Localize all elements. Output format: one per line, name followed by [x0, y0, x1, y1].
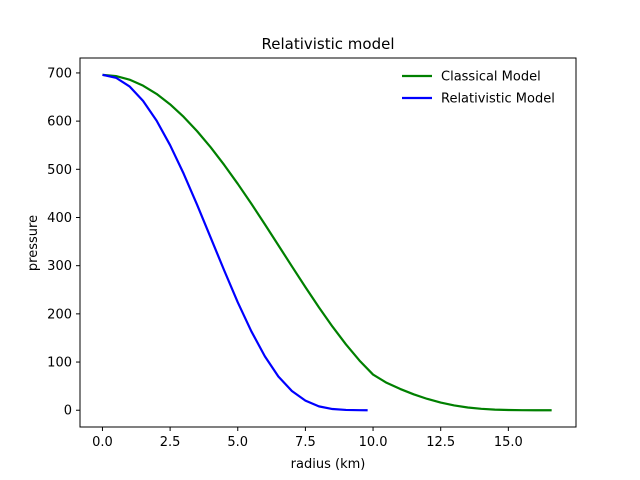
y-tick-label: 100 — [47, 356, 72, 371]
x-axis-label: radius (km) — [291, 457, 366, 472]
x-tick-label: 5.0 — [227, 435, 248, 450]
series-line-1 — [102, 73, 368, 412]
x-tick-label: 0.0 — [92, 435, 113, 450]
series-line-0 — [102, 73, 552, 412]
x-axis: 0.0 2.5 5.0 7.5 10.0 12.5 15.0 — [92, 427, 523, 450]
x-tick-label: 7.5 — [295, 435, 316, 450]
x-tick-label: 2.5 — [160, 435, 181, 450]
x-tick-label: 12.5 — [426, 435, 455, 450]
x-tick-label: 10.0 — [359, 435, 388, 450]
y-tick-label: 600 — [47, 115, 72, 130]
axes-frame — [79, 57, 577, 428]
y-tick-label: 400 — [47, 211, 72, 226]
y-tick-label: 500 — [47, 163, 72, 178]
y-axis: 0 100 200 300 400 500 600 700 — [47, 66, 80, 419]
y-axis-label: pressure — [26, 215, 41, 271]
legend: Classical Model Relativistic Model — [402, 70, 555, 107]
y-tick-label: 300 — [47, 259, 72, 274]
y-tick-label: 0 — [64, 404, 72, 419]
plot-area — [102, 73, 552, 412]
y-tick-label: 700 — [47, 66, 72, 81]
y-tick-label: 200 — [47, 307, 72, 322]
legend-label: Relativistic Model — [441, 92, 555, 107]
x-tick-label: 15.0 — [494, 435, 523, 450]
chart-title: Relativistic model — [261, 35, 394, 53]
legend-label: Classical Model — [441, 70, 541, 85]
